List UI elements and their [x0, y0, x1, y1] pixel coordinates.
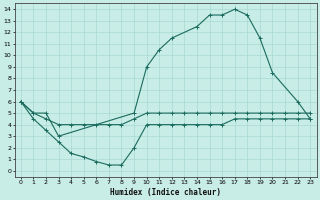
X-axis label: Humidex (Indice chaleur): Humidex (Indice chaleur)	[110, 188, 221, 197]
